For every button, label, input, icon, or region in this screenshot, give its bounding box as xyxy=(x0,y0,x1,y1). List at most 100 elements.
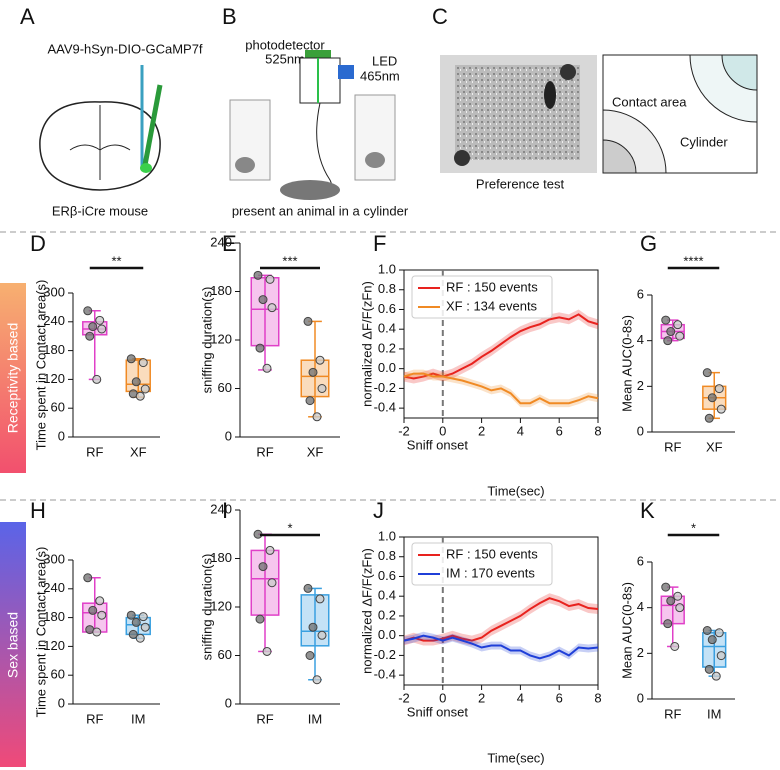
data-point xyxy=(707,635,717,645)
y-tick-label: 0.4 xyxy=(378,588,396,603)
panel-letter: K xyxy=(640,498,655,523)
cylinder xyxy=(560,64,576,80)
legend-label: RF : 150 events xyxy=(446,279,538,294)
data-point xyxy=(265,274,275,284)
panel-letter: H xyxy=(30,498,46,523)
y-axis-label: normalized ΔF/F(zFn) xyxy=(359,548,374,674)
line xyxy=(403,313,599,380)
x-tick-label: 0 xyxy=(439,690,446,705)
x-tick-label: XF xyxy=(307,444,324,459)
data-point xyxy=(305,396,315,406)
error-band xyxy=(404,631,598,663)
label: photodetector xyxy=(245,37,325,52)
data-point xyxy=(88,605,98,615)
x-tick-label: -2 xyxy=(398,423,410,438)
legend xyxy=(411,275,553,319)
label: Cylinder xyxy=(680,134,728,149)
y-tick-label: 4 xyxy=(637,599,644,614)
data-point xyxy=(83,306,93,316)
data-point xyxy=(716,651,726,661)
y-tick-label: 6 xyxy=(637,553,644,568)
y-tick-label: 180 xyxy=(210,283,232,298)
data-point xyxy=(131,377,141,387)
x-tick-label: IM xyxy=(131,711,145,726)
y-tick-label: 120 xyxy=(43,371,65,386)
data-point xyxy=(663,619,673,629)
panel-letter: A xyxy=(20,4,35,29)
y-tick-label: -0.4 xyxy=(374,667,396,682)
y-tick-label: -0.2 xyxy=(374,647,396,662)
x-tick-label: RF xyxy=(86,444,103,459)
y-tick-label: 0.6 xyxy=(378,301,396,316)
data-point xyxy=(255,614,265,624)
data-point xyxy=(303,316,313,326)
line xyxy=(403,597,599,642)
data-point xyxy=(317,384,327,393)
data-point xyxy=(126,354,136,364)
y-tick-label: 0.4 xyxy=(378,321,396,336)
data-point xyxy=(267,303,277,313)
y-tick-label: 180 xyxy=(43,609,65,624)
x-tick-label: RF xyxy=(664,439,681,454)
data-point xyxy=(714,628,724,638)
data-point xyxy=(666,327,676,337)
data-point xyxy=(258,562,268,572)
y-axis-label: sniffing duration(s) xyxy=(199,554,214,661)
led xyxy=(338,65,354,79)
box xyxy=(250,277,280,347)
brain-detail xyxy=(69,105,131,180)
data-point xyxy=(258,295,268,305)
data-point xyxy=(97,324,107,334)
x-tick-label: 8 xyxy=(594,423,601,438)
x-tick-label: 4 xyxy=(517,690,524,705)
x-axis-label: Time(sec) xyxy=(487,483,544,498)
data-point xyxy=(265,545,275,555)
y-tick-label: 120 xyxy=(43,638,65,653)
y-tick-label: 1.0 xyxy=(378,261,396,276)
mouse xyxy=(544,81,556,109)
label: LED xyxy=(372,53,397,68)
x-tick-label: 0 xyxy=(439,423,446,438)
data-point xyxy=(661,582,671,592)
label: present an animal in a cylinder xyxy=(232,203,409,218)
side-bar xyxy=(0,522,26,767)
y-axis-label: normalized ΔF/F(zFn) xyxy=(359,281,374,407)
y-tick-label: 0.2 xyxy=(378,340,396,355)
data-point xyxy=(140,384,150,394)
panel-letter: D xyxy=(30,231,46,256)
detector xyxy=(305,50,331,58)
y-tick-label: 120 xyxy=(210,598,232,613)
y-tick-label: 2 xyxy=(637,645,644,660)
y-tick-label: 60 xyxy=(218,380,232,395)
panel-letter: I xyxy=(222,498,228,523)
data-point xyxy=(702,626,712,635)
y-tick-label: 120 xyxy=(210,331,232,346)
label: Preference test xyxy=(476,176,565,191)
data-point xyxy=(312,675,322,685)
data-point xyxy=(308,367,318,377)
data-point xyxy=(138,612,148,622)
data-point xyxy=(716,404,726,414)
y-tick-label: 0 xyxy=(225,428,232,443)
data-point xyxy=(262,646,272,656)
y-axis-label: sniffing duration(s) xyxy=(199,287,214,394)
y-tick-label: 0 xyxy=(225,695,232,710)
cylinder-zone xyxy=(602,139,637,174)
data-point xyxy=(135,391,145,401)
y-tick-label: 0 xyxy=(58,428,65,443)
y-tick-label: -0.4 xyxy=(374,400,396,415)
x-tick-label: RF xyxy=(664,706,681,721)
y-tick-label: 180 xyxy=(210,550,232,565)
cylinder-zone xyxy=(721,54,758,91)
y-tick-label: 60 xyxy=(51,667,65,682)
data-point xyxy=(707,393,717,403)
data-point xyxy=(702,368,712,378)
y-tick-label: 1.0 xyxy=(378,528,396,543)
y-tick-label: 6 xyxy=(637,286,644,301)
data-point xyxy=(253,270,263,280)
legend-label: RF : 150 events xyxy=(446,546,538,561)
significance: **** xyxy=(683,253,703,268)
data-point xyxy=(675,331,685,341)
panel-letter: E xyxy=(222,231,237,256)
legend-label: XF : 134 events xyxy=(446,298,538,313)
